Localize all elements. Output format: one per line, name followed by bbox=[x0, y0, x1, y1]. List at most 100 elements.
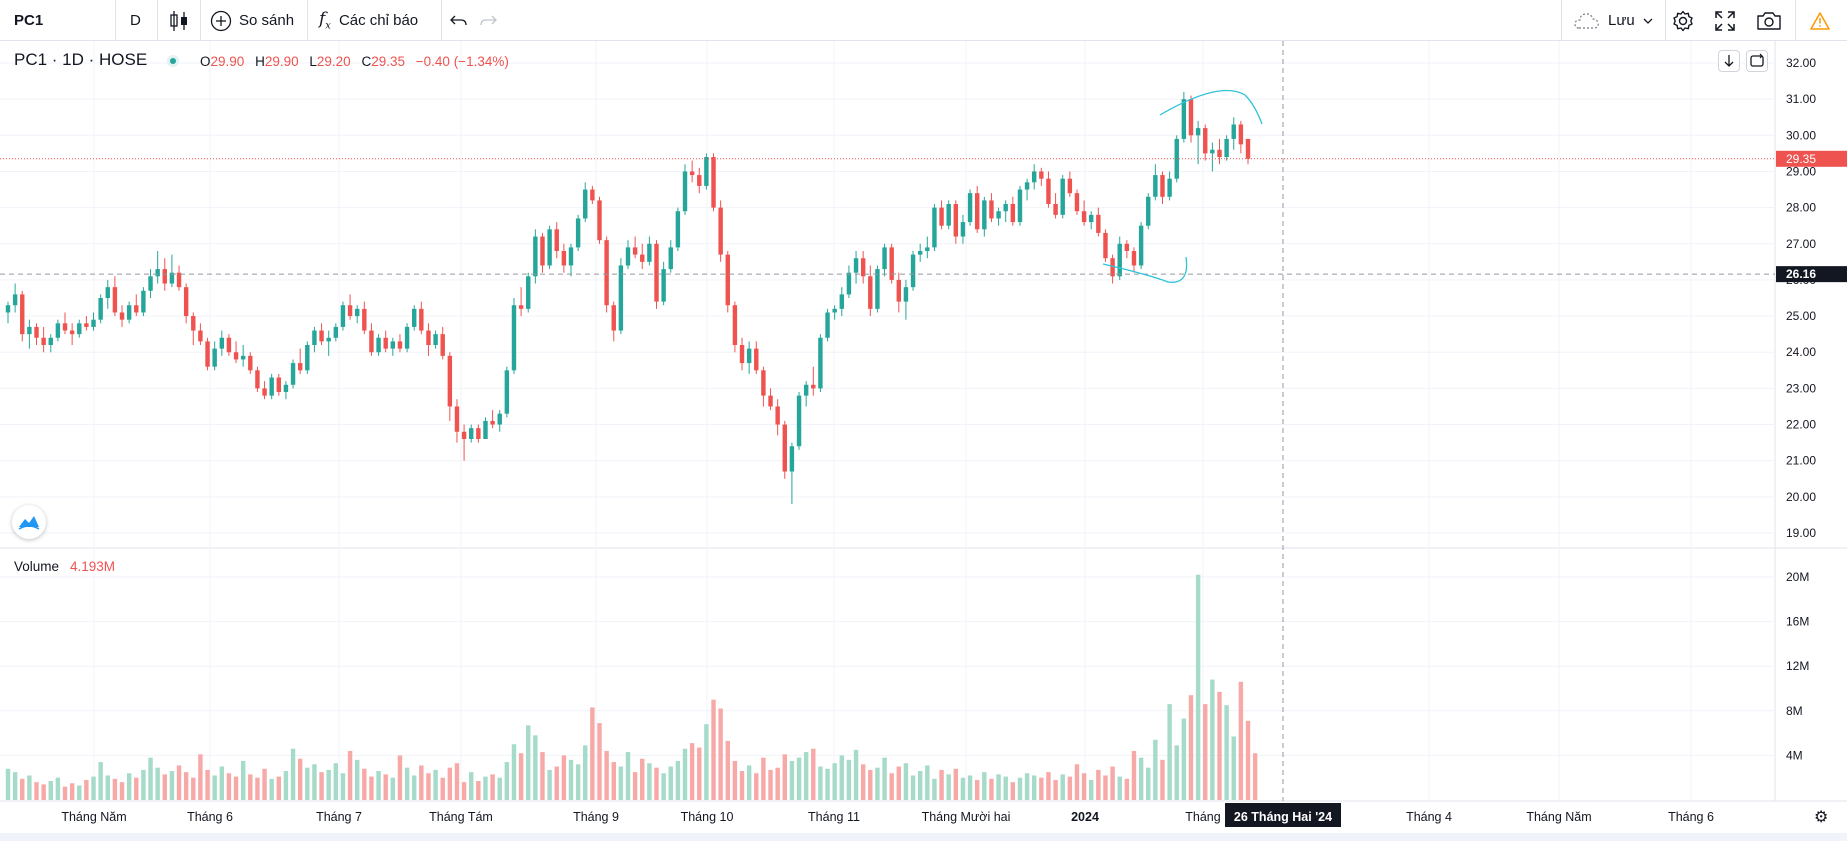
save-label: Lưu bbox=[1608, 12, 1635, 29]
volume-bar bbox=[219, 766, 225, 800]
volume-bar bbox=[846, 759, 852, 800]
price-axis: 32.0031.0030.0029.0028.0027.0026.0025.00… bbox=[1776, 56, 1847, 540]
crosshair-time-tag bbox=[1225, 803, 1341, 827]
volume-bar bbox=[454, 763, 460, 800]
candle-body bbox=[376, 337, 381, 353]
settings-button[interactable] bbox=[1671, 0, 1695, 41]
volume-bar bbox=[946, 774, 951, 800]
symbol-legend[interactable]: PC1 · 1D · HOSE bbox=[14, 50, 148, 69]
candle-body bbox=[839, 294, 845, 309]
candle-body bbox=[77, 323, 82, 335]
candle-body bbox=[647, 243, 652, 262]
candle-body bbox=[383, 337, 388, 349]
volume-bar bbox=[112, 778, 118, 800]
volume-bar bbox=[262, 768, 267, 800]
volume-bar bbox=[1024, 773, 1030, 800]
annotation-arc-bottom[interactable] bbox=[1102, 256, 1188, 283]
candle-body bbox=[1031, 171, 1037, 183]
volume-bar bbox=[105, 775, 110, 800]
candle-body bbox=[746, 348, 752, 364]
volume-bar bbox=[1174, 745, 1179, 800]
candle-body bbox=[1081, 211, 1087, 223]
volume-bar bbox=[176, 765, 182, 800]
price-tick-label: 23.00 bbox=[1786, 381, 1816, 395]
indicators-button[interactable]: fx Các chỉ báo bbox=[319, 0, 418, 41]
volume-bar bbox=[583, 745, 588, 800]
volume-bar bbox=[754, 773, 759, 800]
axis-settings-icon[interactable]: ⚙ bbox=[1814, 807, 1828, 826]
candle-body bbox=[326, 337, 331, 342]
candle-body bbox=[1039, 171, 1044, 179]
annotation-arc-top[interactable] bbox=[1159, 89, 1263, 125]
scroll-to-latest-button[interactable] bbox=[1718, 50, 1740, 72]
volume-bar bbox=[1074, 764, 1080, 800]
market-status-indicator[interactable] bbox=[167, 55, 179, 67]
compare-button[interactable]: So sánh bbox=[210, 0, 294, 41]
volume-bar bbox=[1046, 772, 1051, 800]
candle-body bbox=[333, 326, 339, 338]
candle-body bbox=[248, 355, 253, 371]
change-value: −0.40 (−1.34%) bbox=[415, 54, 509, 69]
candle-body bbox=[483, 420, 488, 439]
candle-body bbox=[276, 377, 282, 392]
candle-body bbox=[1089, 214, 1094, 223]
candle-body bbox=[497, 413, 502, 425]
candle-body bbox=[1153, 175, 1158, 197]
volume-bar bbox=[347, 750, 353, 800]
candle-body bbox=[162, 269, 167, 284]
volume-bar bbox=[1238, 681, 1244, 800]
candle-body bbox=[811, 384, 816, 389]
volume-bar bbox=[297, 758, 303, 800]
redo-button[interactable] bbox=[478, 0, 498, 41]
candle-body bbox=[704, 157, 709, 186]
reset-chart-button[interactable] bbox=[1746, 50, 1768, 72]
gear-icon bbox=[1673, 10, 1693, 31]
symbol-search-button[interactable]: PC1 bbox=[14, 0, 43, 41]
volume-bar bbox=[668, 766, 673, 800]
volume-bar bbox=[248, 774, 253, 800]
brand-logo[interactable] bbox=[12, 505, 46, 539]
compare-label: So sánh bbox=[239, 12, 295, 29]
close-value: 29.35 bbox=[371, 54, 406, 69]
candle-body bbox=[426, 330, 431, 345]
warning-button[interactable] bbox=[1809, 0, 1831, 41]
chart-type-button[interactable] bbox=[169, 0, 189, 41]
candle-body bbox=[561, 251, 567, 266]
volume-bar bbox=[290, 748, 296, 800]
volume-bar bbox=[1017, 777, 1023, 800]
undo-button[interactable] bbox=[449, 0, 469, 41]
volume-bar bbox=[540, 752, 545, 800]
save-button[interactable]: Lưu bbox=[1572, 0, 1653, 41]
candle-body bbox=[1181, 99, 1187, 139]
volume-bar bbox=[283, 771, 289, 800]
last-price-label: 29.35 bbox=[1786, 152, 1816, 166]
volume-bar bbox=[333, 763, 339, 800]
grid bbox=[0, 41, 1847, 802]
candle-body bbox=[155, 269, 160, 277]
volume-tick-label: 16M bbox=[1786, 615, 1809, 629]
candle-body bbox=[212, 348, 217, 367]
candle-body bbox=[198, 330, 203, 342]
time-tick-label: Tháng bbox=[1185, 810, 1220, 824]
fullscreen-button[interactable] bbox=[1714, 0, 1736, 41]
volume-bar bbox=[383, 774, 388, 800]
bottom-strip bbox=[0, 833, 1847, 841]
volume-bar bbox=[1153, 739, 1158, 800]
volume-bar bbox=[604, 750, 609, 800]
candle-body bbox=[910, 254, 916, 288]
volume-bar bbox=[362, 768, 367, 800]
candle-body bbox=[526, 276, 531, 309]
volume-bar bbox=[126, 773, 132, 800]
toolbar-divider bbox=[441, 0, 442, 41]
interval-button[interactable]: D bbox=[130, 0, 141, 41]
price-tick-label: 30.00 bbox=[1786, 128, 1816, 142]
snapshot-button[interactable] bbox=[1756, 0, 1782, 41]
volume-series bbox=[5, 574, 1258, 800]
volume-bar bbox=[376, 771, 381, 800]
chart-canvas[interactable]: 32.0031.0030.0029.0028.0027.0026.0025.00… bbox=[0, 41, 1847, 833]
redo-icon bbox=[480, 15, 497, 25]
volume-bar bbox=[718, 708, 723, 800]
candle-body bbox=[882, 247, 887, 270]
price-tick-label: 31.00 bbox=[1786, 92, 1816, 106]
volume-bar bbox=[518, 753, 524, 800]
